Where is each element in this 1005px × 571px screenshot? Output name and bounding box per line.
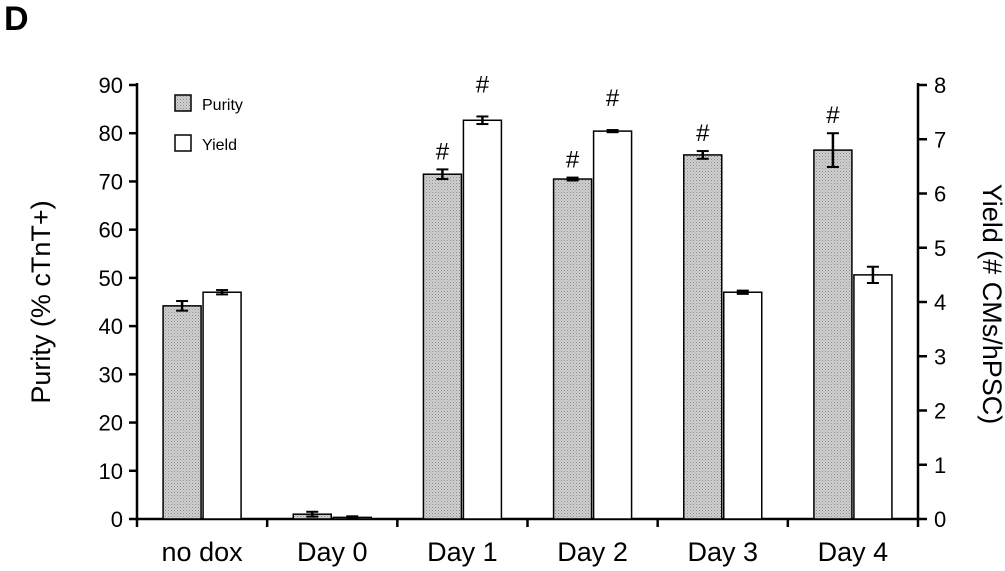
legend-label-yield: Yield — [202, 137, 237, 154]
legend-swatch-purity — [174, 94, 192, 112]
purity-bar — [162, 305, 202, 520]
yield-bar — [592, 130, 633, 520]
y-tick-label-left: 60 — [99, 218, 123, 243]
purity-bar — [683, 154, 723, 520]
y-tick-label-left: 70 — [99, 169, 123, 194]
axes: 0 10 20 30 40 50 60 70 80 90 0 1 2 3 4 5 6 7 8 no dox Day 0 D… — [99, 73, 947, 567]
y-tick-label-left: 30 — [99, 362, 123, 387]
y-tick-label-left: 40 — [99, 314, 123, 339]
x-tick-label: Day 1 — [427, 537, 498, 567]
x-tick-label: Day 3 — [687, 537, 758, 567]
purity-significance-marker: # — [826, 102, 840, 129]
y-axis-label-left: Purity (% cTnT+) — [26, 200, 56, 403]
yield-bar — [202, 291, 242, 520]
y-tick-label-left: 80 — [99, 121, 123, 146]
y-tick-label-right: 6 — [934, 182, 946, 207]
purity-significance-marker: # — [436, 138, 450, 165]
legend: Purity Yield — [174, 94, 243, 154]
y-tick-label-left: 20 — [99, 411, 123, 436]
y-tick-label-left: 90 — [99, 73, 123, 98]
x-tick-label: no dox — [162, 537, 244, 567]
purity-bar — [552, 178, 593, 520]
y-tick-label-right: 7 — [934, 127, 946, 152]
x-tick-label: Day 0 — [297, 537, 368, 567]
yield-bar — [462, 119, 503, 520]
y-tick-label-right: 2 — [934, 399, 946, 424]
legend-label-purity: Purity — [202, 97, 243, 114]
purity-significance-marker: # — [566, 147, 580, 174]
yield-significance-marker: # — [606, 85, 620, 112]
purity-bar — [422, 173, 463, 520]
yield-bar — [853, 274, 893, 520]
y-tick-label-right: 8 — [934, 73, 946, 98]
yield-bar — [723, 291, 763, 520]
y-tick-label-left: 10 — [99, 459, 123, 484]
y-tick-label-right: 3 — [934, 344, 946, 369]
purity-significance-marker: # — [696, 120, 710, 147]
y-tick-label-left: 0 — [111, 507, 123, 532]
y-tick-label-left: 50 — [99, 266, 123, 291]
y-tick-label-right: 4 — [934, 290, 946, 315]
panel-label: D — [4, 0, 29, 38]
x-tick-label: Day 4 — [818, 537, 889, 567]
yield-significance-marker: # — [476, 71, 490, 98]
y-tick-label-right: 5 — [934, 236, 946, 261]
y-axis-label-right: Yield (# CMs/hPSC) — [977, 184, 1005, 425]
purity-bar — [813, 149, 853, 520]
x-tick-label: Day 2 — [557, 537, 628, 567]
bars: # # # # # # — [162, 71, 893, 520]
legend-swatch-yield — [174, 134, 192, 152]
y-tick-label-right: 1 — [934, 453, 946, 478]
y-tick-label-right: 0 — [934, 507, 946, 532]
